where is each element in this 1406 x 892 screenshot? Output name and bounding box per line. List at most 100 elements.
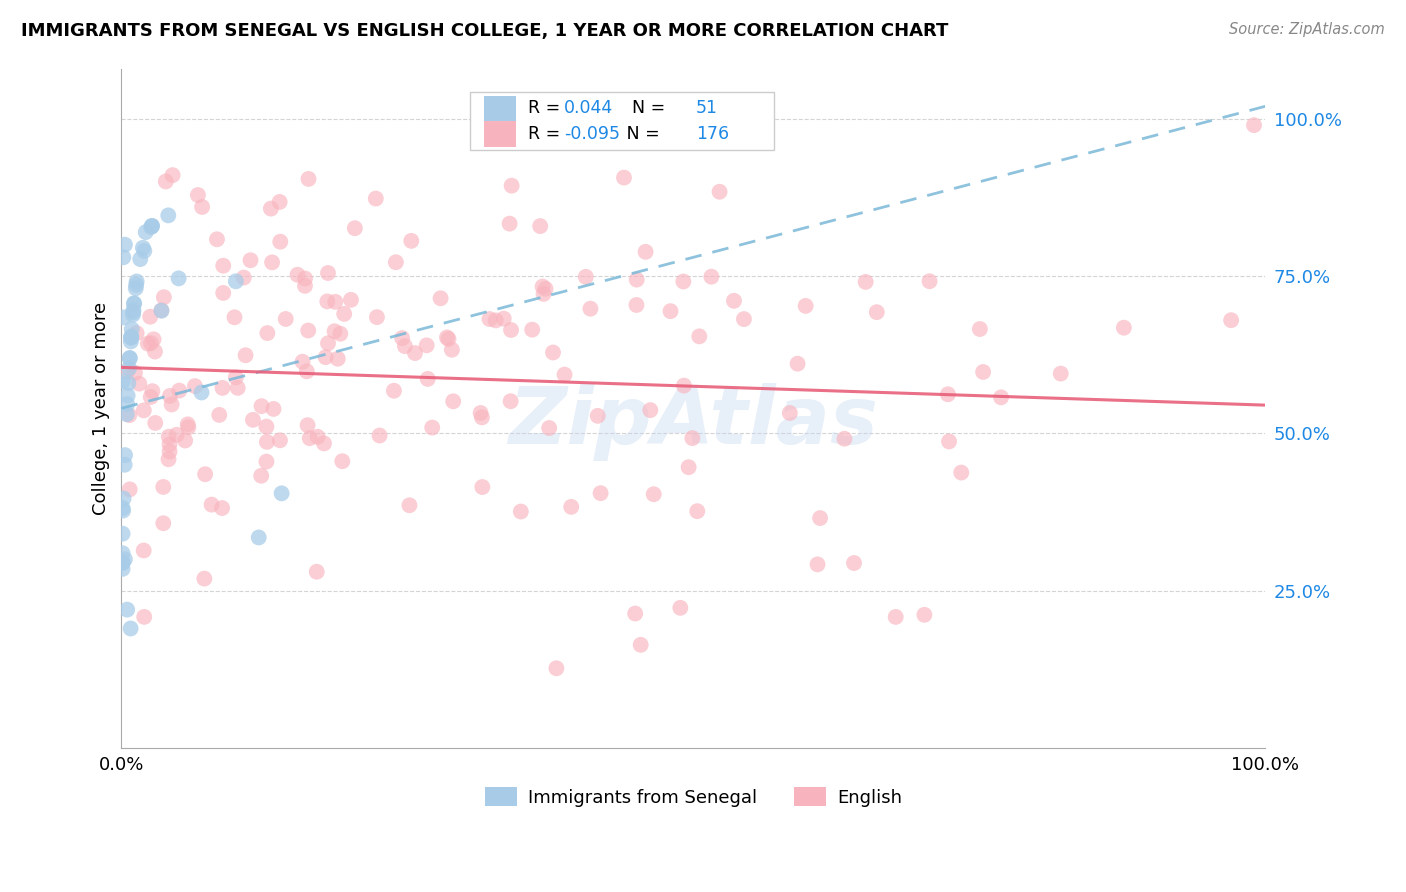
Point: [340, 293, 363, 307]
Text: 176: 176: [696, 125, 728, 143]
Point: [205, 232, 228, 246]
Point: [492, 311, 515, 326]
Point: [167, 384, 190, 398]
Point: [177, 417, 200, 432]
Point: [115, 407, 138, 421]
Point: [194, 467, 217, 482]
Point: [669, 600, 692, 615]
Point: [225, 370, 247, 384]
Point: [143, 344, 166, 359]
Point: [159, 437, 181, 451]
Point: [162, 168, 184, 182]
Point: [295, 364, 318, 378]
Point: [114, 552, 136, 566]
Point: [135, 225, 157, 239]
Point: [499, 323, 522, 337]
Point: [291, 354, 314, 368]
Point: [112, 250, 135, 264]
Point: [936, 387, 959, 401]
Point: [672, 275, 695, 289]
Point: [139, 390, 162, 404]
Point: [529, 219, 551, 233]
Point: [640, 403, 662, 417]
Point: [224, 310, 246, 325]
Point: [806, 558, 828, 572]
Point: [560, 500, 582, 514]
Point: [132, 403, 155, 417]
Text: R =: R =: [527, 100, 565, 118]
Point: [918, 274, 941, 288]
Point: [287, 268, 309, 282]
Point: [125, 281, 148, 295]
Point: [522, 323, 544, 337]
Point: [499, 394, 522, 409]
Point: [117, 388, 139, 402]
Point: [312, 436, 335, 450]
Point: [211, 381, 233, 395]
Point: [723, 293, 745, 308]
Point: [141, 384, 163, 398]
Point: [326, 351, 349, 366]
Point: [316, 266, 339, 280]
Point: [159, 444, 181, 458]
Point: [672, 378, 695, 392]
Point: [382, 384, 405, 398]
Point: [323, 324, 346, 338]
Point: [125, 277, 148, 292]
Point: [157, 452, 180, 467]
Text: 51: 51: [696, 100, 717, 118]
Point: [471, 410, 494, 425]
Point: [157, 208, 180, 222]
Point: [343, 221, 366, 235]
Point: [260, 202, 283, 216]
Point: [315, 350, 337, 364]
Point: [139, 336, 162, 351]
Point: [269, 434, 291, 448]
Point: [159, 389, 181, 403]
Point: [385, 255, 408, 269]
Point: [129, 252, 152, 266]
Point: [226, 381, 249, 395]
Point: [118, 351, 141, 366]
Point: [190, 385, 212, 400]
Point: [554, 368, 576, 382]
Point: [232, 270, 254, 285]
Point: [114, 448, 136, 462]
Point: [143, 416, 166, 430]
Point: [678, 460, 700, 475]
Point: [122, 296, 145, 310]
Point: [330, 454, 353, 468]
Point: [709, 185, 731, 199]
Point: [155, 174, 177, 188]
Point: [441, 394, 464, 409]
Point: [401, 234, 423, 248]
Text: R =: R =: [527, 125, 565, 143]
Point: [586, 409, 609, 423]
Point: [111, 526, 134, 541]
Point: [120, 330, 142, 344]
Point: [269, 235, 291, 249]
Point: [120, 622, 142, 636]
Point: [294, 278, 316, 293]
Point: [990, 390, 1012, 404]
Point: [152, 480, 174, 494]
Point: [120, 329, 142, 343]
Point: [297, 324, 319, 338]
Point: [142, 332, 165, 346]
Text: Source: ZipAtlas.com: Source: ZipAtlas.com: [1229, 22, 1385, 37]
Point: [509, 504, 531, 518]
Point: [294, 271, 316, 285]
Point: [274, 312, 297, 326]
Text: IMMIGRANTS FROM SENEGAL VS ENGLISH COLLEGE, 1 YEAR OR MORE CORRELATION CHART: IMMIGRANTS FROM SENEGAL VS ENGLISH COLLE…: [21, 22, 949, 40]
Point: [239, 253, 262, 268]
Point: [150, 303, 173, 318]
Point: [531, 279, 554, 293]
Point: [884, 610, 907, 624]
Point: [191, 200, 214, 214]
Point: [114, 237, 136, 252]
Point: [700, 269, 723, 284]
Point: [436, 330, 458, 344]
Point: [298, 431, 321, 445]
Point: [541, 345, 564, 359]
Point: [212, 259, 235, 273]
